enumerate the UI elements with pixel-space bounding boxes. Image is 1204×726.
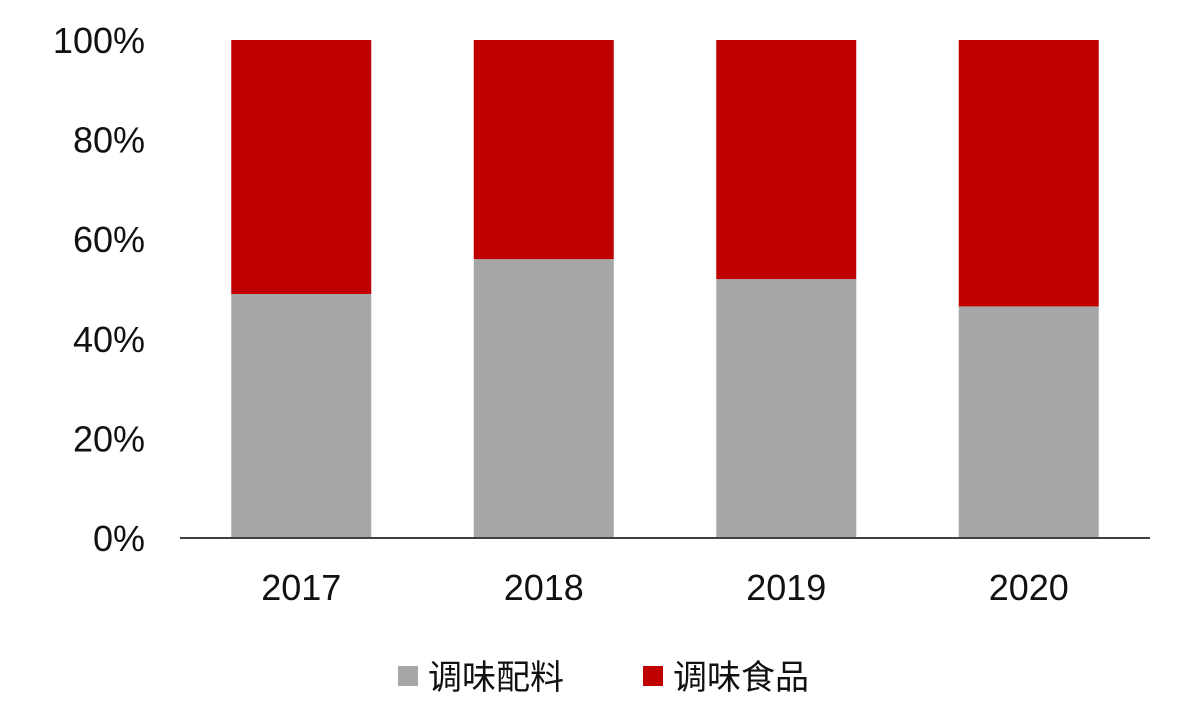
bar-2020-series-0 <box>958 306 1099 538</box>
bar-2017-series-1 <box>231 40 372 294</box>
legend-label: 调味食品 <box>673 659 809 697</box>
legend-swatch <box>398 666 418 686</box>
legend-swatch <box>643 666 663 686</box>
x-tick-label: 2017 <box>261 567 341 608</box>
legend: 调味配料 调味食品 <box>398 659 809 697</box>
legend-label: 调味配料 <box>428 659 564 697</box>
y-tick-label: 0% <box>93 518 145 559</box>
bar-2019-series-1 <box>716 40 857 280</box>
bar-2019-series-0 <box>716 279 857 538</box>
y-tick-label: 100% <box>53 20 145 61</box>
y-tick-label: 20% <box>73 418 145 459</box>
x-tick-label: 2018 <box>504 567 584 608</box>
axis-layer: 2017 2018 2019 2020 0% 20% 40% 60% 80% 100% <box>53 20 1150 608</box>
bars-layer <box>231 40 1099 538</box>
bar-2018-series-1 <box>473 40 614 260</box>
bar-2017-series-0 <box>231 293 372 538</box>
x-tick-label: 2019 <box>746 567 826 608</box>
bar-2018-series-0 <box>473 259 614 538</box>
x-tick-label: 2020 <box>989 567 1069 608</box>
y-tick-label: 80% <box>73 120 145 161</box>
y-tick-label: 40% <box>73 319 145 360</box>
y-tick-label: 60% <box>73 219 145 260</box>
bar-2020-series-1 <box>958 40 1099 307</box>
